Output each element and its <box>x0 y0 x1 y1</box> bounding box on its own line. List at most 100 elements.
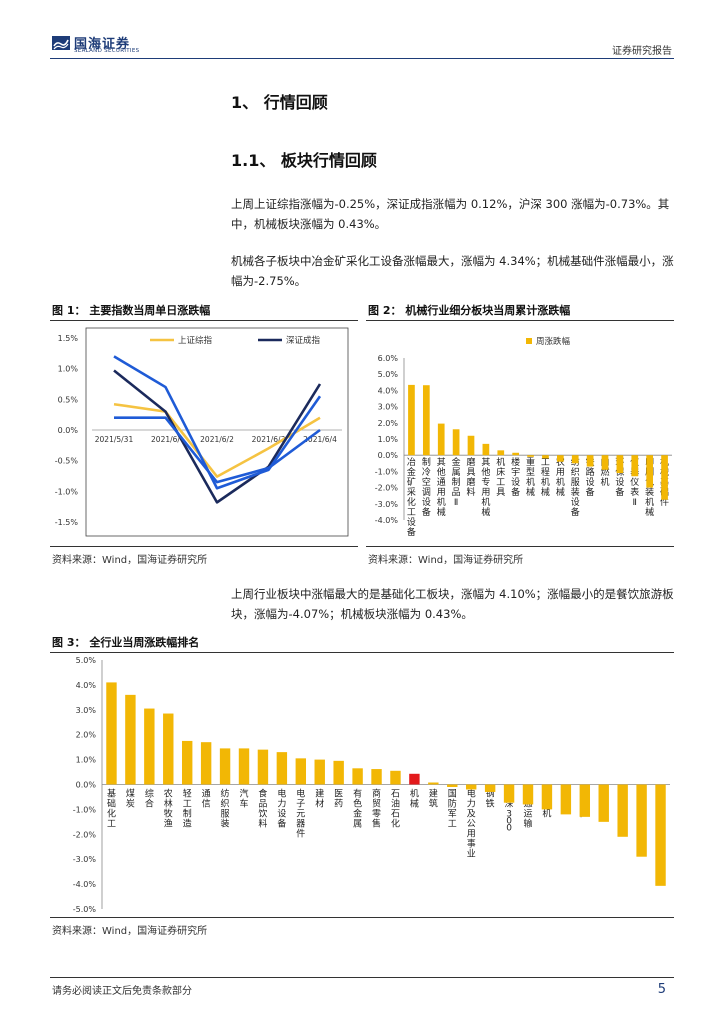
chart1-series-line <box>113 369 322 504</box>
chart3-ytick-label: -5.0% <box>73 905 97 914</box>
svg-text:力: 力 <box>467 798 476 810</box>
chart2-bar <box>497 450 505 456</box>
chart3-bar <box>655 784 666 886</box>
chart1-ytick-label: 0.5% <box>58 395 79 404</box>
chart3-bar <box>579 784 591 817</box>
svg-text:备: 备 <box>511 486 520 498</box>
svg-text:林: 林 <box>164 798 173 810</box>
svg-text:械: 械 <box>541 486 550 498</box>
chart3-category-label: 钢铁 <box>486 788 495 810</box>
svg-text:及: 及 <box>467 809 476 820</box>
chart3-bar <box>428 782 439 785</box>
paragraph-subsector-summary: 机械各子板块中冶金矿采化工设备涨幅最大，涨幅为 4.34%；机械基础件涨幅最小，… <box>231 254 674 288</box>
svg-text:宇: 宇 <box>511 466 520 478</box>
chart3-bar <box>598 784 609 822</box>
svg-text:工: 工 <box>107 820 116 830</box>
svg-text:轻: 轻 <box>183 788 192 800</box>
svg-text:业: 业 <box>467 849 476 860</box>
chart2-bar <box>571 455 579 464</box>
svg-text:设: 设 <box>422 497 431 508</box>
section-heading: 1、 行情回顾 <box>231 93 328 112</box>
svg-text:械: 械 <box>437 506 446 518</box>
svg-text:设: 设 <box>407 517 416 528</box>
svg-text:通: 通 <box>437 477 446 488</box>
chart2-ytick-label: -4.0% <box>375 516 399 525</box>
chart2-bar <box>452 429 460 456</box>
chart1-ytick-label: -1.0% <box>55 487 79 496</box>
chart3-bar <box>238 748 250 785</box>
chart2-ytick-label: 2.0% <box>378 419 399 428</box>
svg-text:有: 有 <box>353 788 362 800</box>
svg-text:食: 食 <box>258 788 267 800</box>
chart3-category-label: 建材 <box>315 788 324 810</box>
chart2-bar <box>601 455 609 470</box>
svg-text:铁: 铁 <box>486 798 495 810</box>
svg-text:磨: 磨 <box>466 457 475 468</box>
svg-text:0: 0 <box>506 817 512 827</box>
svg-text:贸: 贸 <box>372 798 381 810</box>
svg-text:基: 基 <box>107 788 116 800</box>
chart2-ytick-label: 1.0% <box>378 435 399 444</box>
chart3-bar <box>352 768 363 785</box>
svg-text:化: 化 <box>107 808 116 820</box>
svg-text:料: 料 <box>258 818 267 830</box>
svg-text:品: 品 <box>258 799 267 810</box>
chart2-bar <box>661 455 668 500</box>
svg-text:空: 空 <box>422 476 431 488</box>
svg-text:综: 综 <box>145 788 154 800</box>
svg-text:商: 商 <box>372 788 381 800</box>
svg-text:零: 零 <box>372 809 381 820</box>
svg-text:工: 工 <box>448 820 457 830</box>
chart2-legend-label: 周涨跌幅 <box>536 336 571 347</box>
svg-text:材: 材 <box>315 798 324 810</box>
sealand-logo-icon <box>52 36 70 50</box>
chart2-ytick-label: -2.0% <box>375 484 399 493</box>
chart1-plot-frame <box>85 327 349 537</box>
chart2-bar <box>646 455 654 488</box>
svg-text:备: 备 <box>586 486 595 498</box>
chart3-bar <box>560 784 572 815</box>
figure-3-bar-chart: 5.0% 4.0% 3.0% 2.0% 1.0% 0.0% -1.0% -2.0% -3.0% -… <box>73 656 670 914</box>
svg-text:3: 3 <box>506 810 512 820</box>
footer-divider <box>50 977 674 978</box>
svg-text:械: 械 <box>526 486 535 498</box>
chart2-bar <box>467 435 475 456</box>
chart2-bar <box>631 455 639 477</box>
chart3-category-label: 汽车 <box>239 788 248 810</box>
chart2-bar <box>422 385 430 456</box>
chart1-series-line <box>113 355 322 490</box>
chart3-category-label: 综合 <box>145 788 154 810</box>
figure-1-line-chart: 1.5% 1.0% 0.5% 0.0% -0.5% -1.0% -1.5% 2021/5/31… <box>55 327 349 537</box>
svg-text:装: 装 <box>571 486 580 498</box>
svg-text:医: 医 <box>334 789 343 800</box>
chart1-legend-label: 上证综指 <box>178 335 213 346</box>
paragraph-index-summary: 上周上证综指涨幅为-0.25%，深证成指涨幅为 0.12%，沪深 300 涨幅为… <box>231 197 670 231</box>
svg-text:用: 用 <box>481 487 490 498</box>
svg-text:农: 农 <box>164 788 173 800</box>
paragraph-industry-summary: 上周行业板块中涨幅最大的是基础化工板块，涨幅为 4.10%；涨幅最小的是餐饮旅游… <box>231 587 674 621</box>
chart3-bar <box>617 784 628 837</box>
svg-text:深: 深 <box>505 799 514 810</box>
svg-text:服: 服 <box>221 809 230 820</box>
figure-2-bar-chart: 6.0% 5.0% 4.0% 3.0% 2.0% 1.0% 0.0% -1.0% -2.0% -3… <box>375 336 672 538</box>
figure-2-source: 资料来源：Wind，国海证券研究所 <box>368 555 524 566</box>
svg-text:输: 输 <box>523 818 532 830</box>
svg-text:具: 具 <box>466 467 475 478</box>
chart3-bar <box>257 749 269 785</box>
svg-text:备: 备 <box>571 506 580 518</box>
footer-disclaimer: 请务必阅读正文后免责条款部分 <box>52 986 192 997</box>
chart3-ytick-label: -1.0% <box>73 805 97 814</box>
chart3-ytick-label: 4.0% <box>76 681 97 690</box>
svg-text:型: 型 <box>526 467 535 478</box>
svg-text:其: 其 <box>481 457 490 468</box>
svg-text:纺: 纺 <box>221 788 230 800</box>
